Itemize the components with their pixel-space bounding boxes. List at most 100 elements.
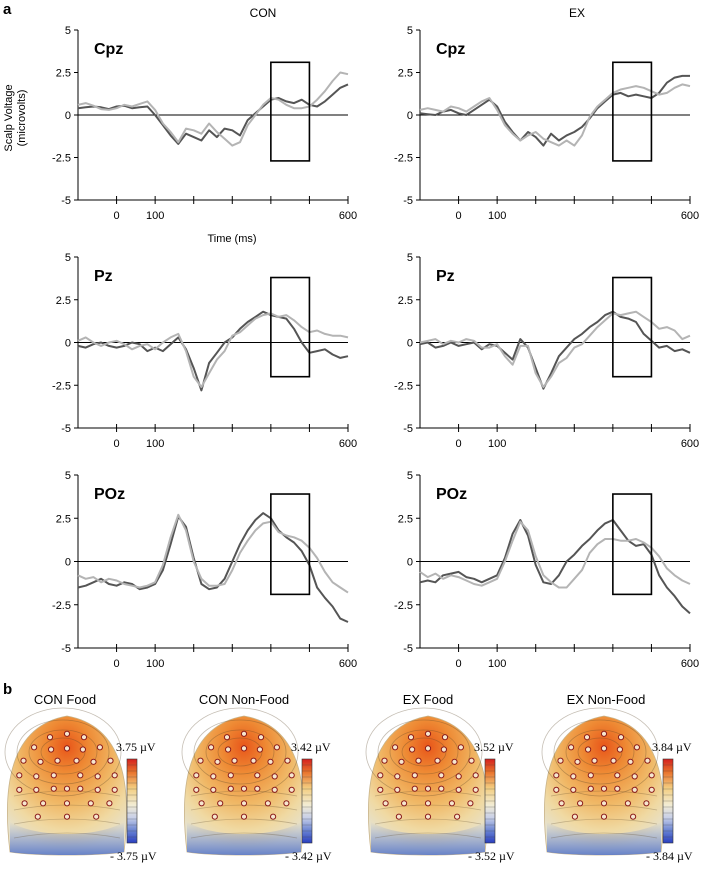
electrode-dot [106, 800, 113, 807]
y-tick-label: 2.5 [56, 513, 71, 525]
chart-con-cpz: 5 2.5 0 -2.5 -5 0 100 600 Cpz [52, 25, 357, 222]
electrode-dot [264, 800, 271, 807]
analysis-window-box [270, 61, 311, 162]
contour-line [577, 737, 623, 767]
electrode-dot [107, 757, 114, 764]
electrode-dot [63, 785, 71, 792]
electrode-dot [553, 772, 560, 779]
electrode-dot [438, 772, 445, 779]
topomap-title: CON Non-Food [199, 692, 289, 707]
electrode-dot [631, 786, 638, 793]
y-tick-label: -2.5 [52, 600, 71, 612]
topomap-con-non-food: CON Non-Food 3.42 µV - 3.42 µV [181, 692, 332, 863]
y-tick-label: 5 [407, 252, 413, 264]
y-tick-label: -5 [403, 423, 413, 435]
electrode-dot [614, 785, 621, 792]
electrode-dot [288, 786, 295, 793]
electrode-dot [415, 757, 422, 764]
contour-line [217, 737, 263, 767]
electrode-dot [94, 786, 101, 793]
electrode-dot [254, 785, 261, 792]
electrode-dot [271, 786, 278, 793]
y-tick-label: -2.5 [52, 153, 71, 165]
chart-con-poz: 5 2.5 0 -2.5 -5 0 100 600 POz [52, 470, 357, 670]
x-tick-label: 100 [488, 438, 506, 450]
series-line-dark [419, 74, 690, 147]
contour-line [4, 707, 122, 797]
electrode-dot [377, 786, 384, 793]
electrode-dot [411, 785, 418, 792]
x-tick-label: 100 [146, 438, 164, 450]
contour-line [401, 737, 447, 767]
electrode-dot [441, 734, 449, 741]
electrode-dot [577, 800, 584, 807]
electrode-dot [288, 772, 295, 779]
electrode-dot [472, 786, 479, 793]
electrode-dot [394, 786, 401, 793]
y-axis-title-line2: (microvolts) [16, 90, 28, 147]
electrode-dot [197, 757, 204, 764]
analysis-window-box [612, 493, 653, 596]
contour-line [16, 719, 110, 785]
x-axis-title: Time (ms) [207, 233, 256, 245]
electrode-dot [409, 746, 416, 753]
electrode-dot [587, 785, 594, 792]
electrode-dot [111, 772, 118, 779]
electrode-dot [16, 772, 23, 779]
electrode-dot [591, 757, 598, 764]
electrode-dot [600, 730, 608, 737]
electrode-dot [40, 800, 47, 807]
y-tick-label: -5 [403, 643, 413, 655]
electrode-dot [587, 772, 594, 779]
topomap-title: EX Non-Food [567, 692, 646, 707]
y-tick-label: 0 [65, 338, 71, 350]
electrode-dot [48, 746, 55, 753]
electrode-dot [407, 734, 415, 741]
electrode-dot [570, 786, 577, 793]
contour-line [374, 832, 482, 839]
electrode-dot [395, 813, 402, 820]
y-tick-label: -5 [61, 643, 71, 655]
scale-max-label: 3.42 µV [291, 740, 331, 754]
series-line-light [419, 83, 691, 147]
electrode-dot [77, 785, 84, 792]
electrode-dot [93, 813, 100, 820]
electrode-dot [63, 745, 71, 752]
series-line-dark [419, 310, 691, 390]
electrode-dot [63, 800, 71, 807]
electrode-dot [630, 813, 637, 820]
electrode-dot [377, 772, 384, 779]
electrode-dot [79, 746, 87, 753]
electrode-dot [451, 758, 458, 765]
electrode-dot [394, 773, 401, 780]
electrode-label: POz [436, 486, 467, 503]
y-tick-label: 5 [65, 25, 71, 37]
contour-line [565, 729, 635, 775]
neck-shading [371, 822, 485, 855]
electrode-dot [398, 758, 405, 765]
contour-line [13, 832, 121, 839]
scale-max-label: 3.75 µV [116, 740, 156, 754]
y-tick-label: 2.5 [56, 295, 71, 307]
electrode-dot [648, 786, 655, 793]
electrode-dot [54, 757, 61, 764]
x-tick-label: 100 [146, 658, 164, 670]
electrode-dot [273, 744, 280, 751]
electrode-dot [90, 758, 97, 765]
electrode-dot [270, 813, 277, 820]
electrode-dot [94, 773, 101, 780]
electrode-dot [256, 746, 263, 753]
x-tick-label: 0 [456, 658, 462, 670]
series-line-dark [77, 83, 349, 145]
x-tick-label: 100 [146, 210, 164, 222]
electrode-dot [254, 772, 261, 779]
electrode-dot [30, 744, 38, 751]
series-line-light [77, 312, 349, 388]
electrode-dot [217, 800, 224, 807]
electrode-dot [424, 800, 432, 807]
electrode-dot [227, 772, 234, 779]
electrode-dot [558, 800, 565, 807]
electrode-dot [424, 785, 432, 792]
electrode-dot [583, 734, 591, 741]
y-tick-label: 5 [407, 470, 413, 482]
